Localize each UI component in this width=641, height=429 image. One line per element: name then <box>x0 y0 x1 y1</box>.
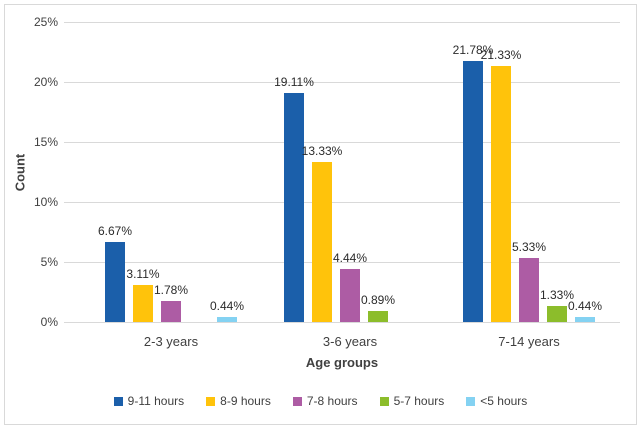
y-tick-label: 0% <box>40 315 58 329</box>
legend-label: <5 hours <box>480 394 528 408</box>
gridline-15% <box>64 142 620 143</box>
y-tick-label: 10% <box>33 195 58 209</box>
data-label: 0.44% <box>567 298 603 313</box>
legend-swatch-icon <box>466 396 476 406</box>
data-label: 0.44% <box>209 298 245 313</box>
bar--5-hours-2-3-years <box>217 316 237 322</box>
legend-swatch-icon <box>292 396 302 406</box>
gridline-20% <box>64 82 620 83</box>
legend-label: 8-9 hours <box>220 394 271 408</box>
legend-swatch-icon <box>206 396 216 406</box>
legend-swatch-icon <box>113 396 123 406</box>
data-label: 5.33% <box>511 240 547 255</box>
bar-5-7-hours-3-6-years <box>368 311 388 322</box>
legend: 9-11 hours 8-9 hours 7-8 hours 5-7 hours <5 … <box>5 394 636 408</box>
bar-8-9-hours-3-6-years <box>312 162 332 322</box>
bar-9-11-hours-7-14-years <box>463 60 483 322</box>
y-tick-label: 15% <box>33 135 58 149</box>
bar-7-8-hours-7-14-years <box>519 258 539 322</box>
data-label: 19.11% <box>274 74 314 89</box>
gridline-5% <box>64 262 620 263</box>
data-label: 3.11% <box>126 266 160 281</box>
legend-item-5-7-hours: 5-7 hours <box>379 394 445 408</box>
bar-8-9-hours-2-3-years <box>133 284 153 322</box>
gridline-10% <box>64 202 620 203</box>
x-category-label: 3-6 years <box>322 334 378 349</box>
x-axis-title: Age groups <box>305 355 379 370</box>
legend-item-7-8-hours: 7-8 hours <box>292 394 358 408</box>
bar-7-8-hours-2-3-years <box>161 300 181 322</box>
chart-frame: 0% 5% 10% 15% 20% 25% 6.67% 19.11% 21.78% 3.11% 1… <box>4 4 637 425</box>
y-tick-label: 5% <box>40 255 58 269</box>
data-label: 1.78% <box>153 282 189 297</box>
bar-5-7-hours-7-14-years <box>547 306 567 322</box>
legend-label: 9-11 hours <box>127 394 185 408</box>
bar-8-9-hours-7-14-years <box>491 66 511 322</box>
y-axis-title: Count <box>12 153 28 192</box>
x-category-label: 7-14 years <box>498 334 560 349</box>
bar-7-8-hours-3-6-years <box>340 268 360 322</box>
y-tick-label: 20% <box>33 75 58 89</box>
data-label: 6.67% <box>97 223 133 238</box>
bar--5-hours-7-14-years <box>575 316 595 322</box>
data-label: 4.44% <box>332 250 368 265</box>
y-tick-label: 25% <box>33 15 58 29</box>
bar-9-11-hours-3-6-years <box>284 92 304 322</box>
gridline-25% <box>64 22 620 23</box>
legend-label: 7-8 hours <box>306 394 358 408</box>
legend-label: 5-7 hours <box>393 394 445 408</box>
data-label: 21.78% <box>452 42 494 57</box>
legend-swatch-icon <box>379 396 389 406</box>
data-label: 1.33% <box>539 288 575 303</box>
x-category-label: 2-3 years <box>143 334 199 349</box>
data-label: 21.33% <box>480 48 522 63</box>
legend-item--5-hours: <5 hours <box>466 394 527 408</box>
data-label: 13.33% <box>301 144 343 159</box>
gridline-0% <box>64 322 620 323</box>
legend-item-9-11-hours: 9-11 hours <box>113 394 185 408</box>
bar-9-11-hours-2-3-years <box>105 241 125 322</box>
data-label: 0.89% <box>360 293 396 308</box>
legend-item-8-9-hours: 8-9 hours <box>206 394 271 408</box>
